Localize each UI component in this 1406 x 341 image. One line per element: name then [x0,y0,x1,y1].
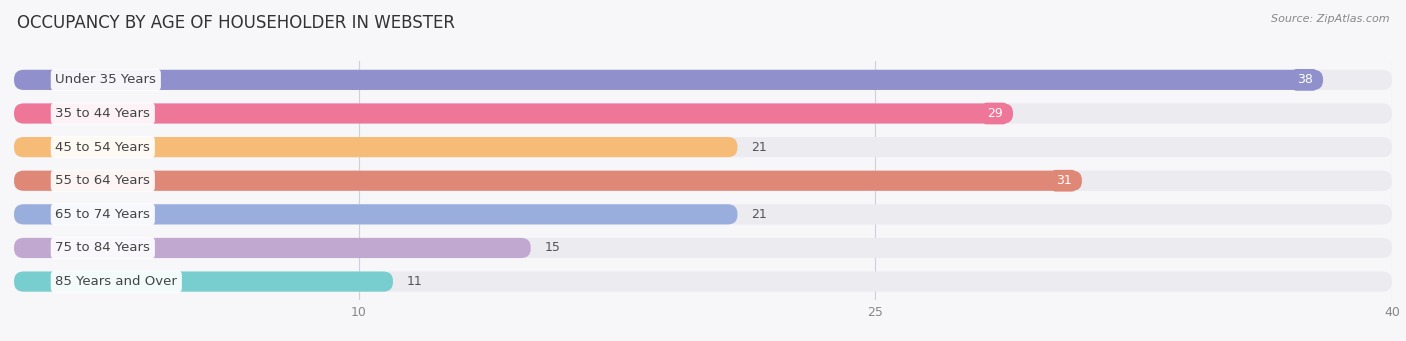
FancyBboxPatch shape [14,103,1012,123]
Text: 35 to 44 Years: 35 to 44 Years [55,107,150,120]
Text: Source: ZipAtlas.com: Source: ZipAtlas.com [1271,14,1389,24]
Text: 21: 21 [751,208,768,221]
Text: 21: 21 [751,140,768,153]
FancyBboxPatch shape [14,170,1083,191]
Text: 65 to 74 Years: 65 to 74 Years [55,208,150,221]
FancyBboxPatch shape [14,238,1392,258]
Text: 55 to 64 Years: 55 to 64 Years [55,174,150,187]
FancyBboxPatch shape [14,103,1392,123]
Text: OCCUPANCY BY AGE OF HOUSEHOLDER IN WEBSTER: OCCUPANCY BY AGE OF HOUSEHOLDER IN WEBST… [17,14,456,32]
FancyBboxPatch shape [14,204,738,224]
Text: 15: 15 [544,241,561,254]
FancyBboxPatch shape [14,137,1392,157]
FancyBboxPatch shape [14,271,1392,292]
FancyBboxPatch shape [14,70,1323,90]
Text: 75 to 84 Years: 75 to 84 Years [55,241,150,254]
Text: 29: 29 [987,107,1002,120]
FancyBboxPatch shape [14,170,1392,191]
Text: 31: 31 [1056,174,1071,187]
FancyBboxPatch shape [14,137,738,157]
Text: 11: 11 [406,275,423,288]
Text: 45 to 54 Years: 45 to 54 Years [55,140,150,153]
FancyBboxPatch shape [14,238,531,258]
FancyBboxPatch shape [14,70,1392,90]
Text: 38: 38 [1296,73,1313,86]
Text: Under 35 Years: Under 35 Years [55,73,156,86]
FancyBboxPatch shape [14,271,394,292]
Text: 85 Years and Over: 85 Years and Over [55,275,177,288]
FancyBboxPatch shape [14,204,1392,224]
